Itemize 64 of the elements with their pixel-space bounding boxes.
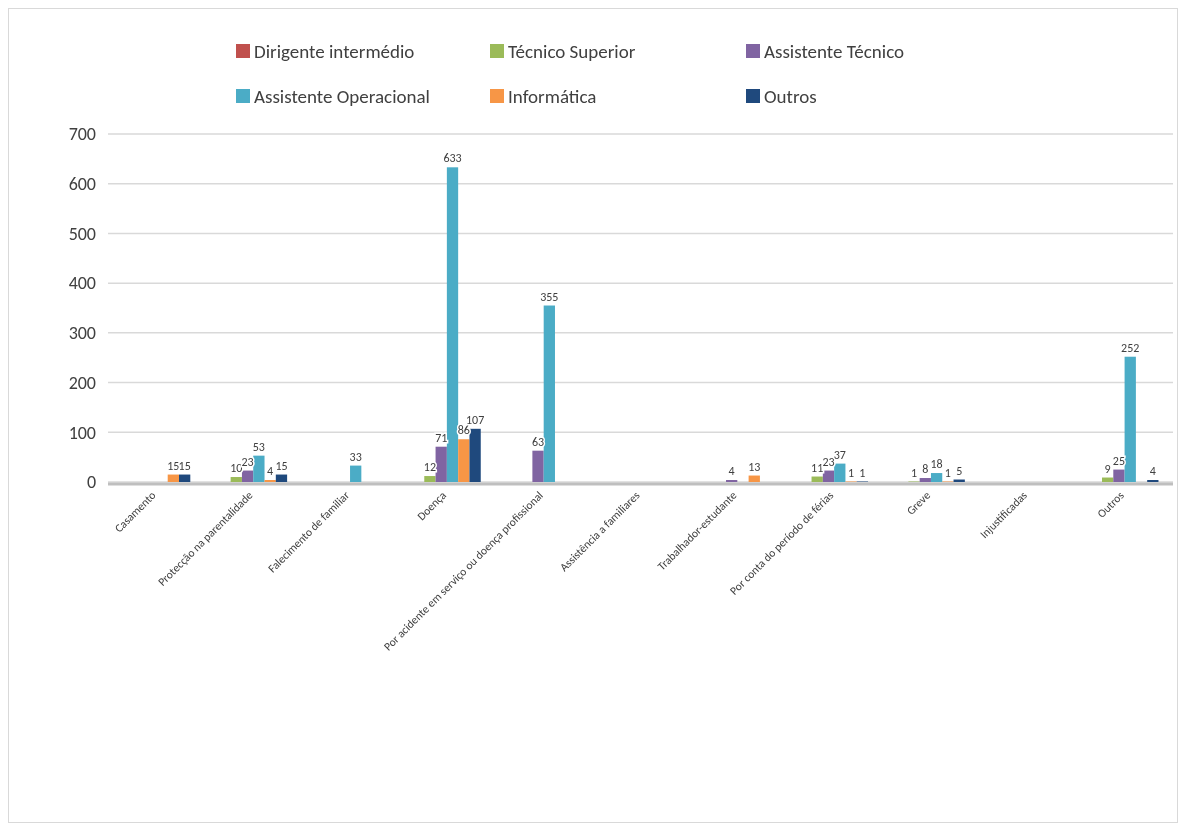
legend-label: Técnico Superior [508,39,636,63]
data-label: 633 [443,151,462,166]
data-label: 25 [1112,453,1126,468]
bar [241,470,254,482]
data-label: 71 [435,430,448,445]
data-label: 355 [540,289,559,304]
y-tick-label: 100 [68,421,96,444]
bar [435,446,447,482]
data-label: 1 [910,465,918,480]
bar [532,450,544,482]
data-label: 15 [167,458,180,473]
data-label: 9 [1104,461,1111,476]
data-label: 23 [241,454,254,469]
data-label: 8 [922,462,929,477]
data-label: 86 [457,423,470,438]
bar [350,465,362,482]
bar [167,474,179,482]
legend-label: Assistente Técnico [764,39,905,63]
bar [919,478,931,482]
data-label: 63 [531,434,545,449]
data-label: 15 [178,458,191,473]
bar [230,477,242,482]
bar [748,475,760,482]
data-label: 10 [230,461,243,476]
data-label: 4 [1149,464,1156,479]
y-tick-label: 400 [68,272,96,295]
bar [1113,469,1125,482]
legend-label: Informática [508,84,597,108]
y-tick-label: 200 [68,371,96,394]
bar [1124,356,1136,482]
data-label: 37 [833,447,846,462]
legend-label: Dirigente intermédio [254,39,415,63]
legend-label: Assistente Operacional [254,84,430,108]
y-tick-label: 500 [68,222,96,245]
data-label: 4 [267,464,274,479]
data-label: 33 [349,449,362,464]
bar [253,455,265,482]
data-label: 4 [728,464,735,479]
data-label: 1 [944,465,951,480]
bar [179,474,191,482]
data-label: 12 [423,460,437,475]
data-label: 23 [822,454,835,469]
data-label: 252 [1121,340,1140,355]
data-label: 13 [748,459,761,474]
y-tick-label: 700 [68,123,96,146]
bar [275,474,288,482]
y-tick-label: 600 [68,173,96,196]
bar [930,473,943,482]
data-label: 18 [930,457,943,472]
y-tick-label: 0 [86,471,96,494]
data-label: 53 [252,439,265,454]
bar [458,439,470,482]
data-label: 15 [275,458,288,473]
y-tick-label: 300 [68,322,96,345]
bar [446,167,459,482]
bar [834,463,846,482]
bar [543,305,555,482]
data-label: 1 [848,465,855,480]
bar [424,476,436,482]
data-label: 5 [956,463,963,478]
data-label: 11 [811,460,824,475]
data-label: 1 [859,465,866,480]
bar [469,428,481,482]
legend-label: Outros [764,84,817,108]
